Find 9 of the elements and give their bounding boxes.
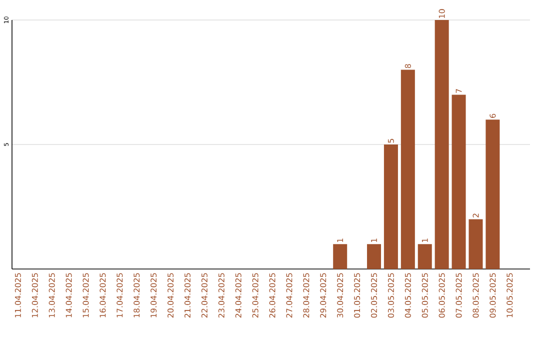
bar bbox=[452, 94, 466, 269]
bar bbox=[418, 244, 432, 269]
bar bbox=[468, 219, 483, 269]
bar bbox=[384, 144, 398, 269]
bar bbox=[400, 70, 415, 269]
bar bbox=[333, 244, 348, 269]
bar bbox=[434, 20, 449, 269]
bar bbox=[486, 120, 500, 269]
bar bbox=[367, 244, 382, 269]
